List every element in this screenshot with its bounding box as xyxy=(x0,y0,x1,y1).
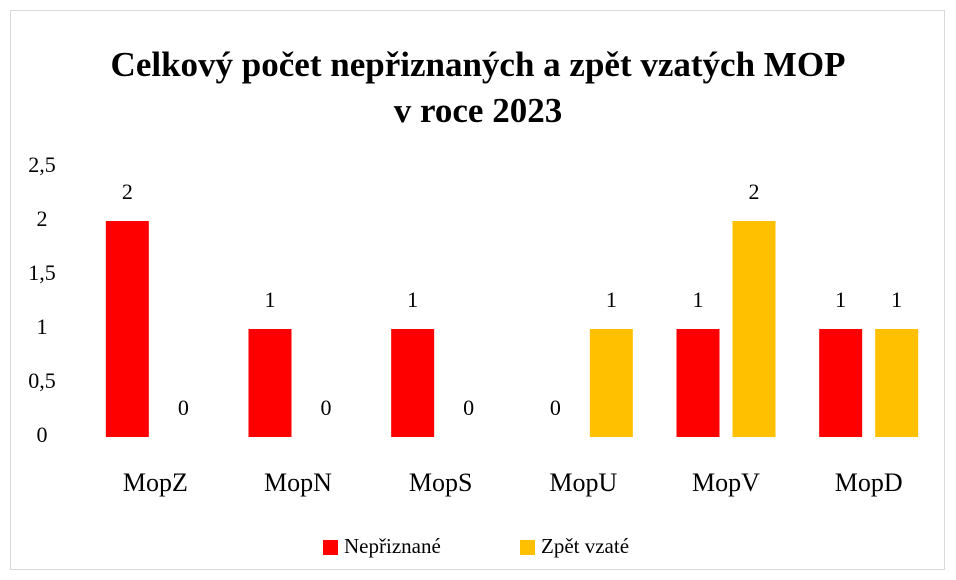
bar xyxy=(105,221,149,437)
data-label: 1 xyxy=(693,287,704,312)
y-tick-label: 1 xyxy=(37,314,48,339)
legend-label: Zpět vzaté xyxy=(541,534,629,558)
bar xyxy=(676,329,720,437)
x-tick-label: MopZ xyxy=(123,468,188,497)
y-tick-label: 1,5 xyxy=(28,260,56,285)
data-label: 0 xyxy=(178,395,189,420)
data-label: 0 xyxy=(550,395,561,420)
y-tick-label: 0,5 xyxy=(28,368,56,393)
bar xyxy=(819,329,863,437)
chart-border xyxy=(10,10,945,570)
data-label: 2 xyxy=(749,179,760,204)
data-label: 1 xyxy=(835,287,846,312)
x-tick-label: MopN xyxy=(264,468,332,497)
legend-label: Nepřiznané xyxy=(344,534,441,558)
x-tick-label: MopS xyxy=(409,468,473,497)
data-label: 0 xyxy=(321,395,332,420)
x-tick-label: MopV xyxy=(692,468,760,497)
data-label: 1 xyxy=(606,287,617,312)
legend-swatch xyxy=(520,540,535,555)
bar xyxy=(248,329,292,437)
y-tick-label: 2,5 xyxy=(28,152,56,177)
bar xyxy=(589,329,633,437)
y-tick-label: 2 xyxy=(37,206,48,231)
data-label: 0 xyxy=(463,395,474,420)
bar xyxy=(391,329,435,437)
bar xyxy=(875,329,919,437)
x-tick-label: MopU xyxy=(549,468,617,497)
chart-title: Celkový počet nepřiznaných a zpět vzatýc… xyxy=(110,45,846,130)
data-label: 1 xyxy=(891,287,902,312)
data-label: 2 xyxy=(122,179,133,204)
legend-swatch xyxy=(323,540,338,555)
x-tick-label: MopD xyxy=(835,468,903,497)
y-tick-label: 0 xyxy=(37,422,48,447)
data-label: 1 xyxy=(407,287,418,312)
data-label: 1 xyxy=(265,287,276,312)
bar xyxy=(732,221,776,437)
